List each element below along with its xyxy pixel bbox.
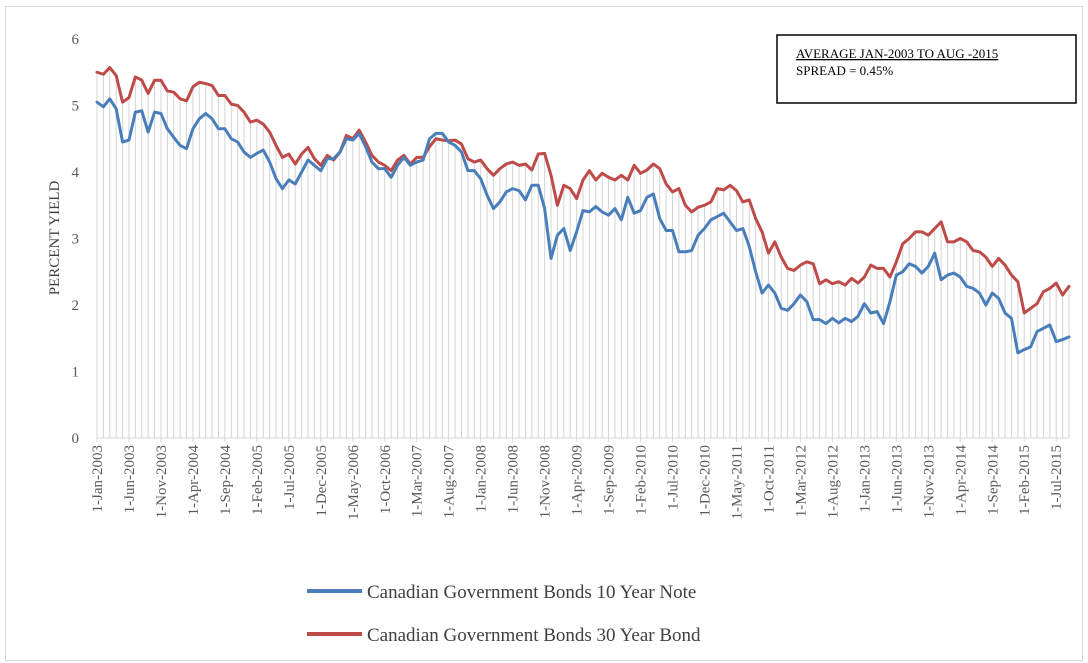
series-line-thirty-year	[95, 66, 1071, 315]
x-tick-label: 1-Sep-2004	[218, 445, 234, 515]
spread-annotation: AVERAGE JAN-2003 TO AUG -2015 SPREAD = 0…	[776, 34, 1077, 104]
x-tick-label: 1-Nov-2003	[154, 445, 170, 518]
y-axis: 0 1 2 3 4 5 6	[72, 32, 80, 447]
legend-label-ten-year: Canadian Government Bonds 10 Year Note	[367, 582, 696, 603]
x-tick-label: 1-Apr-2014	[953, 445, 969, 516]
x-tick-label: 1-Feb-2015	[1017, 445, 1033, 515]
x-tick-label: 1-Sep-2009	[602, 445, 618, 515]
y-tick-label: 1	[72, 365, 80, 381]
x-tick-label: 1-Jul-2010	[666, 445, 682, 510]
legend: Canadian Government Bonds 10 Year Note C…	[307, 582, 701, 646]
x-tick-label: 1-May-2006	[346, 445, 362, 520]
x-tick-label: 1-May-2011	[729, 445, 745, 519]
annotation-box	[776, 34, 1077, 104]
x-tick-label: 1-Jun-2013	[889, 445, 905, 513]
y-tick-label: 5	[72, 99, 80, 115]
x-tick-label: 1-Aug-2007	[442, 445, 458, 519]
x-tick-label: 1-Oct-2011	[761, 445, 777, 514]
y-tick-label: 2	[72, 298, 80, 314]
x-tick-label: 1-Apr-2009	[570, 445, 586, 516]
annotation-line1: AVERAGE JAN-2003 TO AUG -2015	[796, 46, 998, 61]
x-tick-label: 1-Feb-2005	[250, 445, 266, 515]
x-tick-label: 1-Jun-2003	[122, 445, 138, 513]
x-tick-label: 1-Nov-2013	[921, 445, 937, 518]
x-tick-label: 1-Oct-2006	[378, 445, 394, 515]
annotation-line2: SPREAD = 0.45%	[796, 63, 893, 78]
chart-frame	[5, 6, 1083, 661]
x-tick-label: 1-Jan-2013	[857, 445, 873, 513]
legend-item-thirty-year: Canadian Government Bonds 30 Year Bond	[307, 625, 701, 646]
x-tick-label: 1-Mar-2007	[410, 445, 426, 518]
x-tick-label: 1-Feb-2010	[634, 445, 650, 515]
y-tick-label: 0	[72, 431, 80, 447]
y-tick-label: 4	[72, 165, 80, 181]
x-tick-label: 1-Nov-2008	[538, 445, 554, 518]
y-tick-label: 3	[72, 232, 80, 248]
series-lines	[95, 66, 1071, 355]
x-tick-label: 1-Jan-2008	[474, 445, 490, 513]
x-tick-label: 1-Jul-2005	[282, 445, 298, 510]
x-tick-label: 1-Jul-2015	[1049, 445, 1065, 510]
x-tick-label: 1-Aug-2012	[825, 445, 841, 518]
x-axis: 1-Jan-2003 1-Jun-2003 1-Nov-2003 1-Apr-2004…	[90, 437, 1069, 520]
y-tick-label: 6	[72, 32, 80, 48]
x-tick-label: 1-Dec-2005	[314, 445, 330, 517]
series-line-ten-year	[95, 97, 1071, 355]
x-tick-label: 1-Sep-2014	[985, 445, 1001, 515]
x-tick-label: 1-Dec-2010	[698, 445, 714, 517]
x-tick-label: 1-Jun-2008	[506, 445, 522, 513]
legend-label-thirty-year: Canadian Government Bonds 30 Year Bond	[367, 625, 701, 646]
y-axis-title: PERCENT YIELD	[47, 181, 63, 296]
x-tick-label: 1-Mar-2012	[793, 445, 809, 517]
x-tick-label: 1-Apr-2004	[186, 445, 202, 516]
x-tick-label: 1-Jan-2003	[90, 445, 106, 513]
drop-lines	[96, 67, 1070, 438]
legend-item-ten-year: Canadian Government Bonds 10 Year Note	[307, 582, 696, 603]
